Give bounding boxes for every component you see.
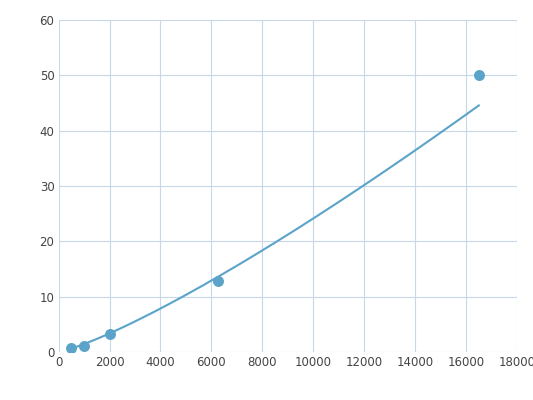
Point [106, 331, 114, 338]
Point [80, 343, 88, 349]
Point [67, 344, 76, 351]
Point [474, 72, 483, 78]
Point [214, 278, 222, 284]
